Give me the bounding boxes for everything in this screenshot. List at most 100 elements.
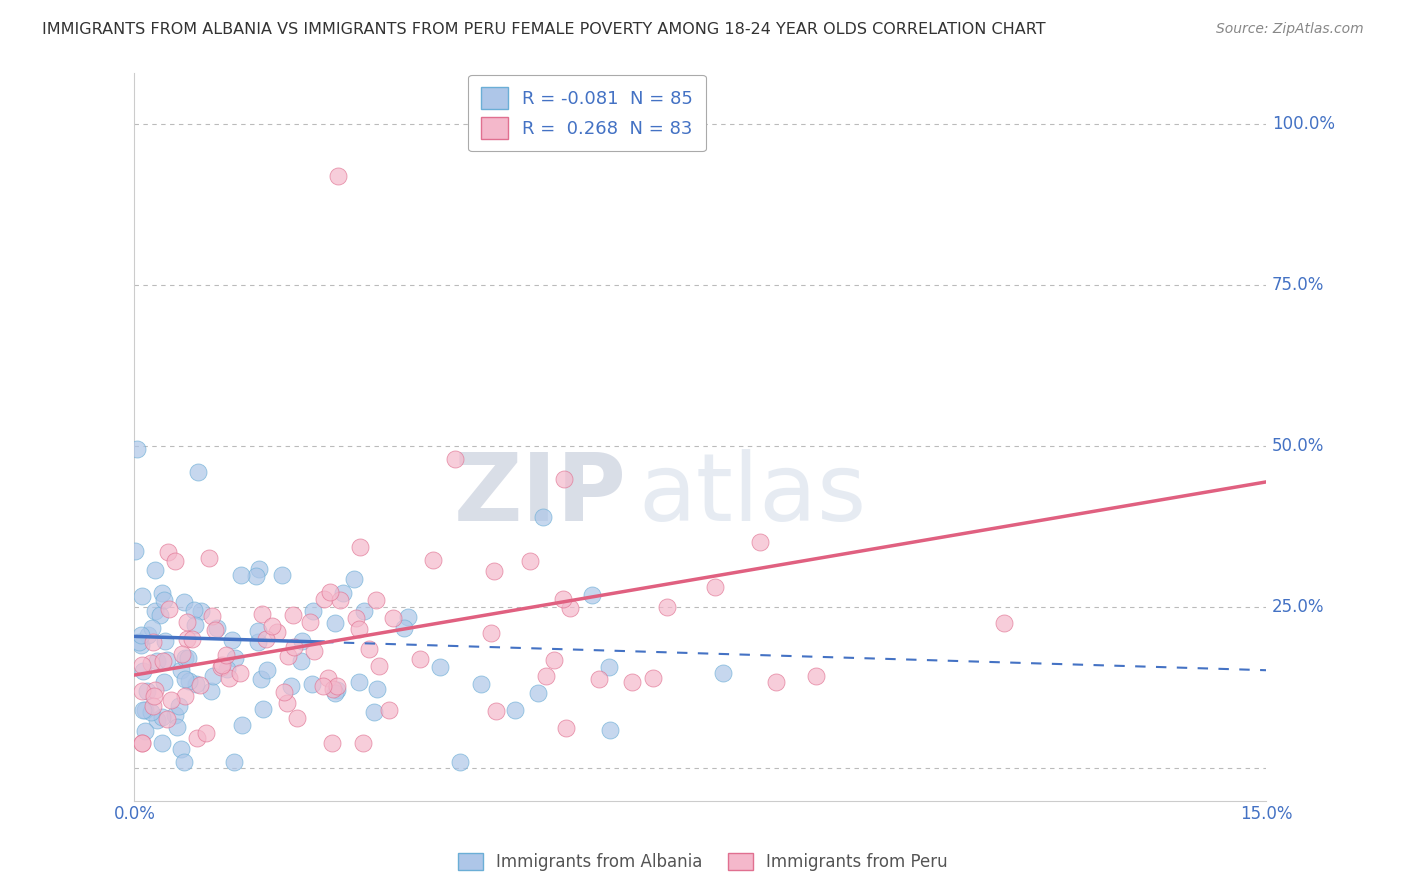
Point — [131, 657, 153, 672]
Point — [209, 660, 232, 674]
Point — [128, 635, 150, 649]
Point — [482, 564, 505, 578]
Point — [394, 621, 416, 635]
Point — [291, 634, 314, 648]
Point — [218, 671, 240, 685]
Point — [422, 552, 444, 566]
Point — [131, 684, 153, 698]
Point — [367, 658, 389, 673]
Point — [322, 682, 344, 697]
Text: 75.0%: 75.0% — [1272, 277, 1324, 294]
Point — [222, 755, 245, 769]
Point — [183, 618, 205, 632]
Point — [620, 674, 643, 689]
Point — [254, 632, 277, 646]
Point — [449, 755, 471, 769]
Point — [643, 671, 665, 685]
Point — [543, 653, 565, 667]
Point — [139, 656, 162, 670]
Point — [131, 589, 153, 603]
Point — [146, 713, 169, 727]
Point — [150, 710, 173, 724]
Point — [347, 622, 370, 636]
Point — [301, 677, 323, 691]
Point — [316, 671, 339, 685]
Point — [325, 679, 347, 693]
Point — [173, 755, 195, 769]
Point — [204, 624, 226, 638]
Point — [290, 654, 312, 668]
Point — [202, 669, 225, 683]
Point — [176, 632, 198, 647]
Point — [139, 705, 162, 719]
Point — [479, 625, 502, 640]
Point — [142, 698, 165, 713]
Text: 50.0%: 50.0% — [1272, 437, 1324, 456]
Point — [273, 685, 295, 699]
Point — [188, 678, 211, 692]
Point — [124, 544, 146, 558]
Point — [136, 684, 159, 698]
Point — [378, 703, 401, 717]
Point — [136, 628, 159, 642]
Point — [588, 672, 610, 686]
Point — [150, 736, 173, 750]
Point — [252, 701, 274, 715]
Point — [229, 567, 252, 582]
Point — [143, 563, 166, 577]
Point — [177, 674, 200, 689]
Point — [134, 703, 156, 717]
Point — [143, 682, 166, 697]
Point — [247, 624, 270, 638]
Point — [804, 669, 827, 683]
Point — [221, 632, 243, 647]
Point — [229, 665, 252, 680]
Point — [519, 554, 541, 568]
Point — [581, 588, 603, 602]
Point — [262, 618, 284, 632]
Point — [215, 648, 238, 662]
Point — [129, 638, 152, 652]
Point — [170, 663, 193, 677]
Point — [256, 663, 278, 677]
Point — [201, 608, 224, 623]
Point — [711, 666, 734, 681]
Point — [157, 601, 180, 615]
Point — [396, 610, 419, 624]
Point — [332, 585, 354, 599]
Point — [276, 696, 298, 710]
Point — [142, 634, 165, 648]
Text: atlas: atlas — [638, 449, 866, 541]
Point — [359, 641, 381, 656]
Point — [156, 712, 179, 726]
Point — [205, 621, 228, 635]
Text: Source: ZipAtlas.com: Source: ZipAtlas.com — [1216, 22, 1364, 37]
Point — [553, 592, 575, 607]
Point — [245, 569, 267, 583]
Point — [174, 690, 197, 704]
Point — [166, 720, 188, 734]
Point — [195, 726, 218, 740]
Point — [765, 674, 787, 689]
Point — [181, 632, 204, 647]
Point — [409, 651, 432, 665]
Point — [346, 611, 368, 625]
Point — [129, 628, 152, 642]
Point — [349, 540, 371, 554]
Text: 100.0%: 100.0% — [1272, 115, 1334, 134]
Point — [319, 584, 342, 599]
Point — [993, 615, 1015, 630]
Point — [304, 644, 326, 658]
Point — [247, 635, 270, 649]
Point — [177, 651, 200, 665]
Point — [271, 568, 294, 582]
Point — [190, 604, 212, 618]
Point — [326, 682, 349, 697]
Point — [555, 721, 578, 735]
Point — [277, 649, 299, 664]
Point — [172, 647, 194, 661]
Point — [224, 651, 246, 665]
Point — [231, 718, 253, 732]
Text: IMMIGRANTS FROM ALBANIA VS IMMIGRANTS FROM PERU FEMALE POVERTY AMONG 18-24 YEAR : IMMIGRANTS FROM ALBANIA VS IMMIGRANTS FR… — [42, 22, 1046, 37]
Point — [553, 472, 575, 486]
